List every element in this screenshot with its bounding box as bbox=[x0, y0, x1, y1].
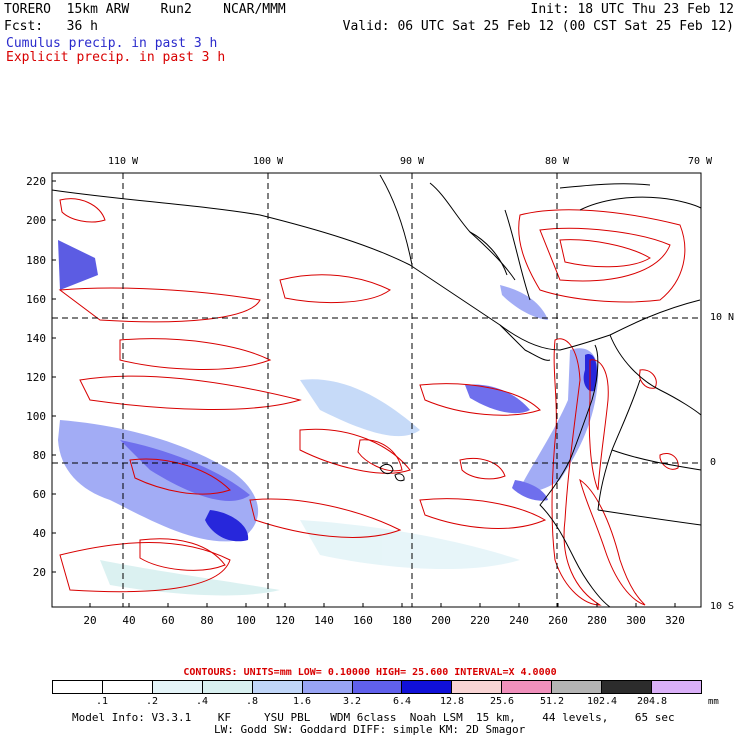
x-tick-label: 60 bbox=[161, 614, 174, 627]
colorbar-swatch bbox=[152, 681, 203, 693]
precip-map: 220 200 180 160 140 120 100 80 60 40 20 … bbox=[26, 172, 702, 627]
x-tick-label: 20 bbox=[83, 614, 96, 627]
colorbar-swatch bbox=[302, 681, 353, 693]
x-tick-label: 200 bbox=[431, 614, 451, 627]
lon-label: 90 W bbox=[399, 156, 425, 167]
init-time: Init: 18 UTC Thu 23 Feb 12 bbox=[530, 2, 735, 17]
x-tick-labels: 20 40 60 80 100 120 140 160 180 200 220 … bbox=[83, 614, 685, 627]
x-tick-label: 280 bbox=[587, 614, 607, 627]
y-tick-labels: 220 200 180 160 140 120 100 80 60 40 20 bbox=[26, 175, 46, 579]
colorbar-label: 1.6 bbox=[292, 696, 312, 707]
explicit-precip-contours bbox=[58, 198, 686, 606]
colorbar-swatch bbox=[602, 681, 653, 693]
colorbar-units: mm bbox=[708, 697, 719, 707]
lon-label: 70 W bbox=[687, 156, 713, 167]
colorbar-swatch bbox=[502, 681, 553, 693]
colorbar bbox=[52, 680, 702, 694]
x-tick-label: 300 bbox=[626, 614, 646, 627]
y-tick-label: 140 bbox=[26, 332, 46, 345]
y-tick-label: 80 bbox=[33, 449, 46, 462]
legend-explicit: Explicit precip. in past 3 h bbox=[6, 50, 226, 65]
y-tick-label: 60 bbox=[33, 488, 46, 501]
contour-info: CONTOURS: UNITS=mm LOW= 0.10000 HIGH= 25… bbox=[183, 667, 557, 678]
lon-label: 80 W bbox=[544, 156, 570, 167]
colorbar-label: 12.8 bbox=[439, 696, 465, 707]
colorbar-label: .4 bbox=[195, 696, 209, 707]
x-tick-label: 100 bbox=[236, 614, 256, 627]
y-tick-label: 200 bbox=[26, 214, 46, 227]
x-tick-label: 120 bbox=[275, 614, 295, 627]
colorbar-swatch bbox=[402, 681, 453, 693]
x-tick-label: 240 bbox=[509, 614, 529, 627]
legend-cumulus: Cumulus precip. in past 3 h bbox=[6, 36, 218, 51]
colorbar-swatch bbox=[252, 681, 303, 693]
lat-label: 0 bbox=[710, 457, 717, 468]
x-tick-label: 180 bbox=[392, 614, 412, 627]
y-tick-label: 120 bbox=[26, 371, 46, 384]
x-tick-label: 80 bbox=[200, 614, 213, 627]
colorbar-swatch bbox=[53, 681, 103, 693]
latlon-grid bbox=[52, 173, 701, 607]
cumulus-precip-shading bbox=[58, 240, 599, 596]
lon-label: 110 W bbox=[107, 156, 139, 167]
lat-label: 10 N bbox=[710, 312, 735, 323]
colorbar-label: 6.4 bbox=[392, 696, 412, 707]
lon-label: 100 W bbox=[252, 156, 284, 167]
y-tick-label: 180 bbox=[26, 254, 46, 267]
x-tick-label: 320 bbox=[665, 614, 685, 627]
colorbar-label: 204.8 bbox=[636, 696, 668, 707]
colorbar-label: .8 bbox=[245, 696, 259, 707]
colorbar-swatch bbox=[552, 681, 603, 693]
y-tick-label: 160 bbox=[26, 293, 46, 306]
x-tick-label: 40 bbox=[122, 614, 135, 627]
valid-time: Valid: 06 UTC Sat 25 Feb 12 (00 CST Sat … bbox=[342, 19, 734, 34]
coastlines bbox=[51, 174, 702, 608]
colorbar-label: 25.6 bbox=[489, 696, 515, 707]
forecast-hour: Fcst: 36 h bbox=[4, 19, 98, 34]
x-tick-label: 160 bbox=[353, 614, 373, 627]
model-physics: LW: Godd SW: Goddard DIFF: simple KM: 2D… bbox=[214, 723, 526, 736]
model-info: Model Info: V3.3.1 KF YSU PBL WDM 6class… bbox=[72, 711, 675, 724]
y-tick-label: 220 bbox=[26, 175, 46, 188]
axis-ticks bbox=[52, 180, 676, 607]
colorbar-swatch bbox=[452, 681, 503, 693]
colorbar-label: 102.4 bbox=[586, 696, 618, 707]
x-tick-label: 260 bbox=[548, 614, 568, 627]
y-tick-label: 100 bbox=[26, 410, 46, 423]
y-tick-label: 20 bbox=[33, 566, 46, 579]
colorbar-label: .1 bbox=[95, 696, 109, 707]
colorbar-label: 3.2 bbox=[342, 696, 362, 707]
colorbar-label: .2 bbox=[145, 696, 159, 707]
colorbar-swatch bbox=[652, 681, 701, 693]
model-title: TORERO 15km ARW Run2 NCAR/MMM bbox=[4, 2, 286, 17]
colorbar-swatch bbox=[352, 681, 403, 693]
lat-label: 10 S bbox=[710, 601, 735, 612]
x-tick-label: 140 bbox=[314, 614, 334, 627]
colorbar-label: 51.2 bbox=[539, 696, 565, 707]
colorbar-swatch bbox=[202, 681, 253, 693]
x-tick-label: 220 bbox=[470, 614, 490, 627]
y-tick-label: 40 bbox=[33, 527, 46, 540]
colorbar-swatch bbox=[102, 681, 153, 693]
